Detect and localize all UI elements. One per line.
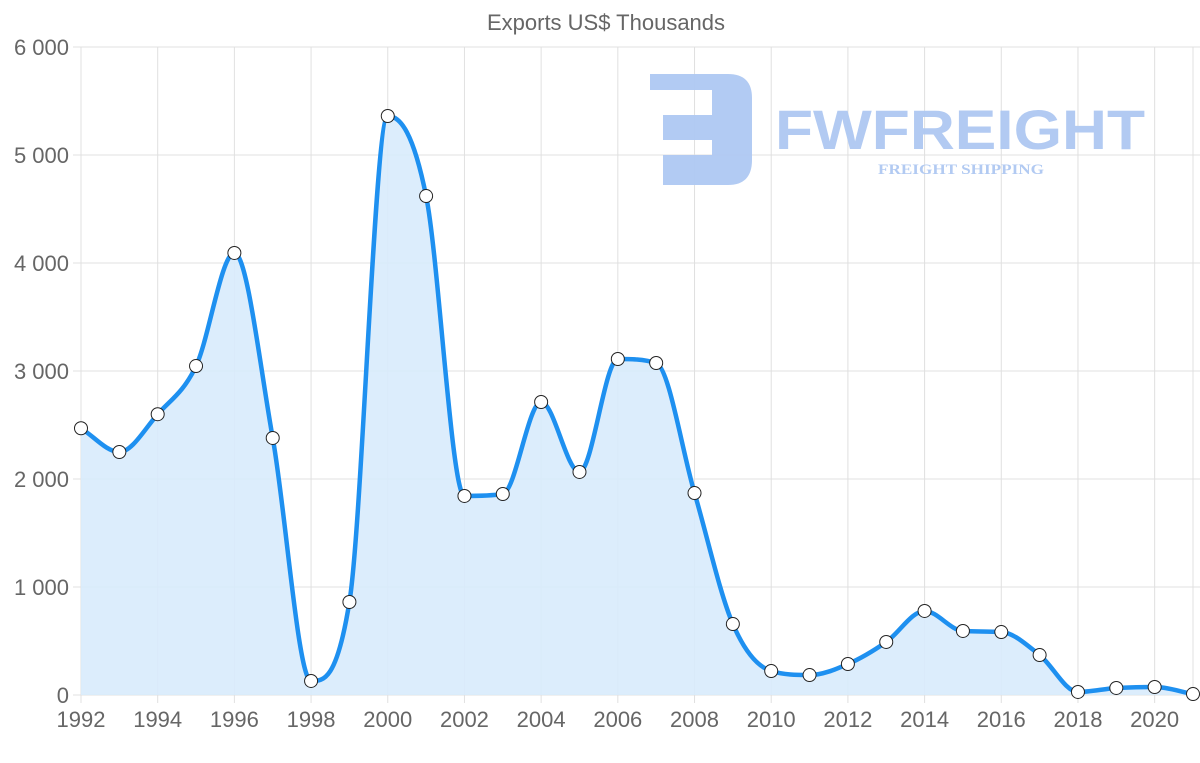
- x-tick-label: 2016: [977, 707, 1026, 732]
- y-tick-label: 1 000: [14, 575, 69, 600]
- data-point-1995[interactable]: [189, 359, 204, 374]
- data-point-1993[interactable]: [112, 445, 127, 459]
- x-tick-label: 2002: [440, 707, 489, 732]
- data-point-2011[interactable]: [802, 668, 817, 683]
- y-tick-label: 0: [57, 683, 69, 708]
- watermark-brand: FWFREIGHT: [775, 98, 1145, 161]
- logo-mark-icon: [650, 74, 752, 185]
- data-point-1999[interactable]: [342, 595, 357, 610]
- x-tick-label: 1998: [287, 707, 336, 732]
- y-tick-label: 3 000: [14, 359, 69, 384]
- data-point-1994[interactable]: [150, 407, 165, 422]
- data-point-2021[interactable]: [1186, 687, 1200, 702]
- y-tick-label: 4 000: [14, 251, 69, 276]
- data-point-2018[interactable]: [1070, 684, 1085, 699]
- fwfreight-watermark-logo: FWFREIGHT FREIGHT SHIPPING: [650, 74, 1145, 185]
- x-tick-label: 2014: [900, 707, 949, 732]
- y-tick-label: 2 000: [14, 467, 69, 492]
- data-point-2002[interactable]: [457, 488, 472, 503]
- x-tick-label: 2010: [747, 707, 796, 732]
- x-axis-ticks: 1992 1994 1996 1998 2000 2002 2004 2006 2008 2010…: [57, 707, 1180, 732]
- data-point-2013[interactable]: [879, 634, 894, 649]
- data-point-2005[interactable]: [572, 464, 587, 479]
- x-tick-label: 2020: [1130, 707, 1179, 732]
- x-tick-label: 2018: [1053, 707, 1102, 732]
- x-tick-label: 2000: [363, 707, 412, 732]
- data-point-1992[interactable]: [74, 421, 88, 436]
- data-point-2020[interactable]: [1147, 680, 1162, 695]
- data-point-2014[interactable]: [917, 603, 932, 618]
- data-point-2009[interactable]: [725, 617, 740, 632]
- y-axis-ticks: 0 1 000 2 000 3 000 4 000 5 000 6 000: [14, 35, 69, 708]
- data-points: [74, 109, 1200, 702]
- data-point-2007[interactable]: [649, 356, 664, 371]
- y-tick-label: 6 000: [14, 35, 69, 60]
- data-point-2000[interactable]: [380, 109, 395, 124]
- data-point-1996[interactable]: [227, 245, 242, 260]
- data-point-2015[interactable]: [955, 623, 970, 638]
- data-point-2017[interactable]: [1032, 648, 1047, 663]
- x-tick-label: 1992: [57, 707, 106, 732]
- watermark-tagline: FREIGHT SHIPPING: [878, 162, 1044, 178]
- data-point-2012[interactable]: [840, 657, 855, 672]
- series-area: [81, 116, 1193, 695]
- data-point-2016[interactable]: [994, 625, 1009, 640]
- data-point-2008[interactable]: [687, 486, 702, 501]
- x-tick-label: 2006: [593, 707, 642, 732]
- data-point-2019[interactable]: [1109, 680, 1124, 695]
- x-tick-label: 1996: [210, 707, 259, 732]
- data-point-1998[interactable]: [304, 673, 319, 688]
- data-point-2003[interactable]: [495, 487, 510, 502]
- x-tick-label: 1994: [133, 707, 182, 732]
- x-tick-label: 2012: [823, 707, 872, 732]
- data-point-2004[interactable]: [534, 394, 549, 409]
- data-point-2006[interactable]: [610, 352, 625, 367]
- data-point-2001[interactable]: [419, 189, 434, 204]
- data-point-2010[interactable]: [764, 664, 779, 679]
- x-tick-label: 2008: [670, 707, 719, 732]
- x-tick-label: 2004: [517, 707, 566, 732]
- chart-title: Exports US$ Thousands: [487, 10, 725, 35]
- data-point-1997[interactable]: [265, 430, 280, 445]
- y-tick-label: 5 000: [14, 143, 69, 168]
